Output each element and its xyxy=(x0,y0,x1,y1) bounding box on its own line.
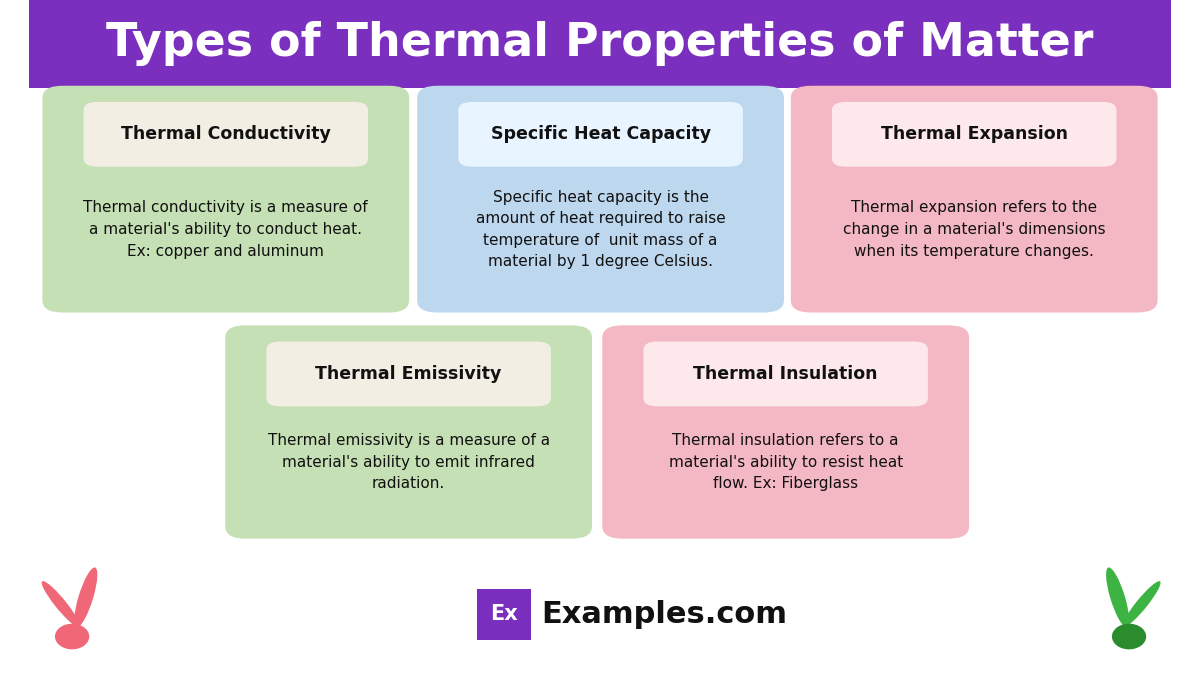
FancyBboxPatch shape xyxy=(476,589,532,640)
FancyBboxPatch shape xyxy=(458,102,743,167)
Text: Thermal expansion refers to the
change in a material's dimensions
when its tempe: Thermal expansion refers to the change i… xyxy=(842,200,1105,259)
Ellipse shape xyxy=(1112,624,1146,649)
Text: Thermal Expansion: Thermal Expansion xyxy=(881,126,1068,143)
FancyBboxPatch shape xyxy=(266,342,551,406)
Ellipse shape xyxy=(42,581,79,627)
FancyBboxPatch shape xyxy=(84,102,368,167)
Ellipse shape xyxy=(1123,581,1160,627)
FancyBboxPatch shape xyxy=(418,86,784,313)
FancyBboxPatch shape xyxy=(832,102,1116,167)
FancyBboxPatch shape xyxy=(643,342,928,406)
FancyBboxPatch shape xyxy=(602,325,970,539)
Text: Thermal insulation refers to a
material's ability to resist heat
flow. Ex: Fiber: Thermal insulation refers to a material'… xyxy=(668,433,902,491)
Text: Examples.com: Examples.com xyxy=(541,600,787,628)
FancyBboxPatch shape xyxy=(42,86,409,313)
FancyBboxPatch shape xyxy=(791,86,1158,313)
Text: Thermal emissivity is a measure of a
material's ability to emit infrared
radiati: Thermal emissivity is a measure of a mat… xyxy=(268,433,550,491)
Text: Types of Thermal Properties of Matter: Types of Thermal Properties of Matter xyxy=(107,22,1093,66)
Text: Thermal Emissivity: Thermal Emissivity xyxy=(316,365,502,383)
Text: Specific heat capacity is the
amount of heat required to raise
temperature of  u: Specific heat capacity is the amount of … xyxy=(475,190,726,269)
Text: Ex: Ex xyxy=(490,604,518,624)
Text: Thermal conductivity is a measure of
a material's ability to conduct heat.
Ex: c: Thermal conductivity is a measure of a m… xyxy=(84,200,368,259)
FancyBboxPatch shape xyxy=(29,0,1171,88)
Text: Specific Heat Capacity: Specific Heat Capacity xyxy=(491,126,710,143)
FancyBboxPatch shape xyxy=(226,325,592,539)
Text: Thermal Insulation: Thermal Insulation xyxy=(694,365,878,383)
Ellipse shape xyxy=(74,568,97,627)
Ellipse shape xyxy=(55,624,89,649)
Ellipse shape xyxy=(1106,568,1129,627)
Text: Thermal Conductivity: Thermal Conductivity xyxy=(121,126,331,143)
